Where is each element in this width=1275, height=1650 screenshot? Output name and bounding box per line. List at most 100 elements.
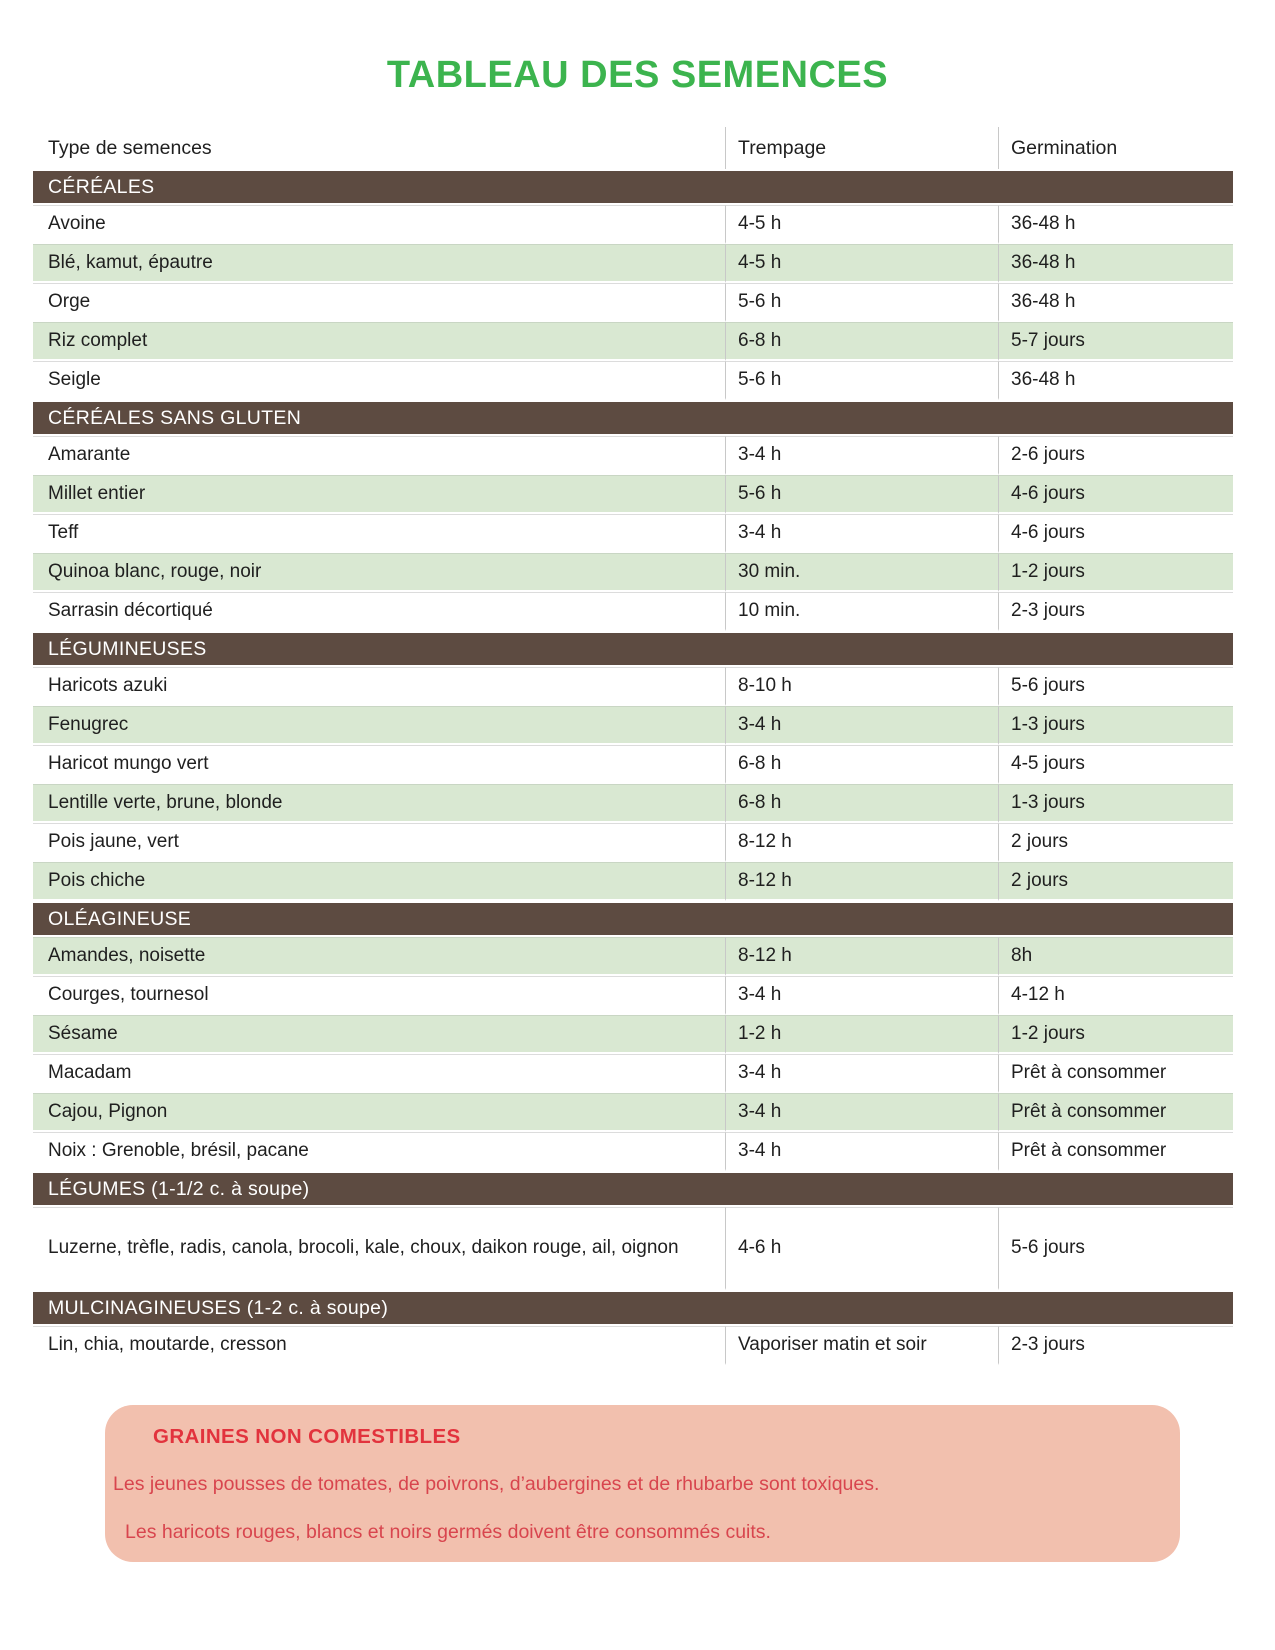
cell-trempage: 4-6 h	[725, 1207, 998, 1290]
cell-germination: Prêt à consommer	[998, 1132, 1233, 1171]
section-header-row: CÉRÉALES	[33, 169, 1233, 205]
table-row: Noix : Grenoble, brésil, pacane 3-4 h Prêt…	[33, 1132, 1233, 1171]
cell-germination: 36-48 h	[998, 244, 1233, 283]
cell-trempage: 6-8 h	[725, 745, 998, 784]
cell-trempage: 3-4 h	[725, 514, 998, 553]
cell-germination: 1-2 jours	[998, 553, 1233, 592]
cell-germination: 36-48 h	[998, 205, 1233, 244]
table-row: Fenugrec 3-4 h 1-3 jours	[33, 706, 1233, 745]
table-row: Millet entier 5-6 h 4-6 jours	[33, 475, 1233, 514]
cell-trempage: 3-4 h	[725, 706, 998, 745]
cell-germination: 5-6 jours	[998, 1207, 1233, 1290]
column-header-germination: Germination	[998, 127, 1233, 169]
cell-trempage: 10 min.	[725, 592, 998, 631]
cell-trempage: 6-8 h	[725, 322, 998, 361]
cell-trempage: 8-12 h	[725, 937, 998, 976]
cell-type: Courges, tournesol	[33, 976, 725, 1015]
table-row: Sésame 1-2 h 1-2 jours	[33, 1015, 1233, 1054]
cell-type: Quinoa blanc, rouge, noir	[33, 553, 725, 592]
cell-type: Amarante	[33, 436, 725, 475]
section-header: MULCINAGINEUSES (1-2 c. à soupe)	[33, 1290, 1233, 1326]
warning-box: GRAINES NON COMESTIBLES Les jeunes pouss…	[105, 1405, 1180, 1562]
cell-trempage: 1-2 h	[725, 1015, 998, 1054]
table-row: Macadam 3-4 h Prêt à consommer	[33, 1054, 1233, 1093]
column-header-trempage: Trempage	[725, 127, 998, 169]
cell-trempage: 3-4 h	[725, 1093, 998, 1132]
cell-germination: 2 jours	[998, 862, 1233, 901]
cell-type: Pois jaune, vert	[33, 823, 725, 862]
cell-trempage: 8-12 h	[725, 823, 998, 862]
section-header-row: MULCINAGINEUSES (1-2 c. à soupe)	[33, 1290, 1233, 1326]
cell-trempage: 5-6 h	[725, 361, 998, 400]
table-row: Lentille verte, brune, blonde 6-8 h 1-3 jo…	[33, 784, 1233, 823]
cell-type: Lin, chia, moutarde, cresson	[33, 1326, 725, 1365]
section-header-row: OLÉAGINEUSE	[33, 901, 1233, 937]
cell-type: Noix : Grenoble, brésil, pacane	[33, 1132, 725, 1171]
cell-type: Orge	[33, 283, 725, 322]
section-header: CÉRÉALES	[33, 169, 1233, 205]
section-header: LÉGUMES (1-1/2 c. à soupe)	[33, 1171, 1233, 1207]
page-title: TABLEAU DES SEMENCES	[386, 54, 889, 96]
warning-line-1: Les jeunes pousses de tomates, de poivro…	[113, 1473, 880, 1495]
cell-germination: 4-12 h	[998, 976, 1233, 1015]
cell-type: Blé, kamut, épautre	[33, 244, 725, 283]
table-row: Quinoa blanc, rouge, noir 30 min. 1-2 jour…	[33, 553, 1233, 592]
section-header-row: LÉGUMINEUSES	[33, 631, 1233, 667]
table-row: Avoine 4-5 h 36-48 h	[33, 205, 1233, 244]
cell-germination: 5-6 jours	[998, 667, 1233, 706]
table-row: Luzerne, trèfle, radis, canola, brocoli,…	[33, 1207, 1233, 1290]
cell-germination: 5-7 jours	[998, 322, 1233, 361]
table-row: Cajou, Pignon 3-4 h Prêt à consommer	[33, 1093, 1233, 1132]
cell-type: Seigle	[33, 361, 725, 400]
cell-type: Amandes, noisette	[33, 937, 725, 976]
cell-trempage: 4-5 h	[725, 205, 998, 244]
cell-type: Teff	[33, 514, 725, 553]
cell-germination: 2-3 jours	[998, 1326, 1233, 1365]
cell-germination: 4-6 jours	[998, 475, 1233, 514]
cell-germination: 8h	[998, 937, 1233, 976]
table-row: Haricots azuki 8-10 h 5-6 jours	[33, 667, 1233, 706]
cell-type: Sésame	[33, 1015, 725, 1054]
table-row: Lin, chia, moutarde, cresson Vaporiser ma…	[33, 1326, 1233, 1365]
section-header-row: CÉRÉALES SANS GLUTEN	[33, 400, 1233, 436]
table-row: Seigle 5-6 h 36-48 h	[33, 361, 1233, 400]
cell-trempage: Vaporiser matin et soir	[725, 1326, 998, 1365]
cell-germination: 4-5 jours	[998, 745, 1233, 784]
warning-heading: GRAINES NON COMESTIBLES	[153, 1425, 461, 1448]
table-row: Sarrasin décortiqué 10 min. 2-3 jours	[33, 592, 1233, 631]
cell-type: Fenugrec	[33, 706, 725, 745]
cell-type: Luzerne, trèfle, radis, canola, brocoli,…	[33, 1207, 725, 1290]
cell-germination: 36-48 h	[998, 283, 1233, 322]
cell-germination: 2-6 jours	[998, 436, 1233, 475]
cell-trempage: 30 min.	[725, 553, 998, 592]
cell-type: Lentille verte, brune, blonde	[33, 784, 725, 823]
table-row: Amandes, noisette 8-12 h 8h	[33, 937, 1233, 976]
cell-trempage: 3-4 h	[725, 1054, 998, 1093]
cell-trempage: 3-4 h	[725, 976, 998, 1015]
table-row: Teff 3-4 h 4-6 jours	[33, 514, 1233, 553]
cell-trempage: 5-6 h	[725, 475, 998, 514]
table-header-row: Type de semences Trempage Germination	[33, 127, 1233, 169]
cell-germination: 1-2 jours	[998, 1015, 1233, 1054]
cell-type: Pois chiche	[33, 862, 725, 901]
cell-germination: Prêt à consommer	[998, 1093, 1233, 1132]
table-body: CÉRÉALES Avoine 4-5 h 36-48 h Blé, kamut, ép…	[33, 169, 1233, 1365]
cell-germination: 2-3 jours	[998, 592, 1233, 631]
cell-germination: 36-48 h	[998, 361, 1233, 400]
cell-type: Cajou, Pignon	[33, 1093, 725, 1132]
cell-trempage: 4-5 h	[725, 244, 998, 283]
cell-type: Haricots azuki	[33, 667, 725, 706]
cell-germination: 4-6 jours	[998, 514, 1233, 553]
cell-trempage: 5-6 h	[725, 283, 998, 322]
table-row: Courges, tournesol 3-4 h 4-12 h	[33, 976, 1233, 1015]
cell-type: Macadam	[33, 1054, 725, 1093]
table-row: Blé, kamut, épautre 4-5 h 36-48 h	[33, 244, 1233, 283]
section-header: OLÉAGINEUSE	[33, 901, 1233, 937]
cell-trempage: 3-4 h	[725, 436, 998, 475]
section-header-row: LÉGUMES (1-1/2 c. à soupe)	[33, 1171, 1233, 1207]
table-row: Haricot mungo vert 6-8 h 4-5 jours	[33, 745, 1233, 784]
cell-germination: Prêt à consommer	[998, 1054, 1233, 1093]
